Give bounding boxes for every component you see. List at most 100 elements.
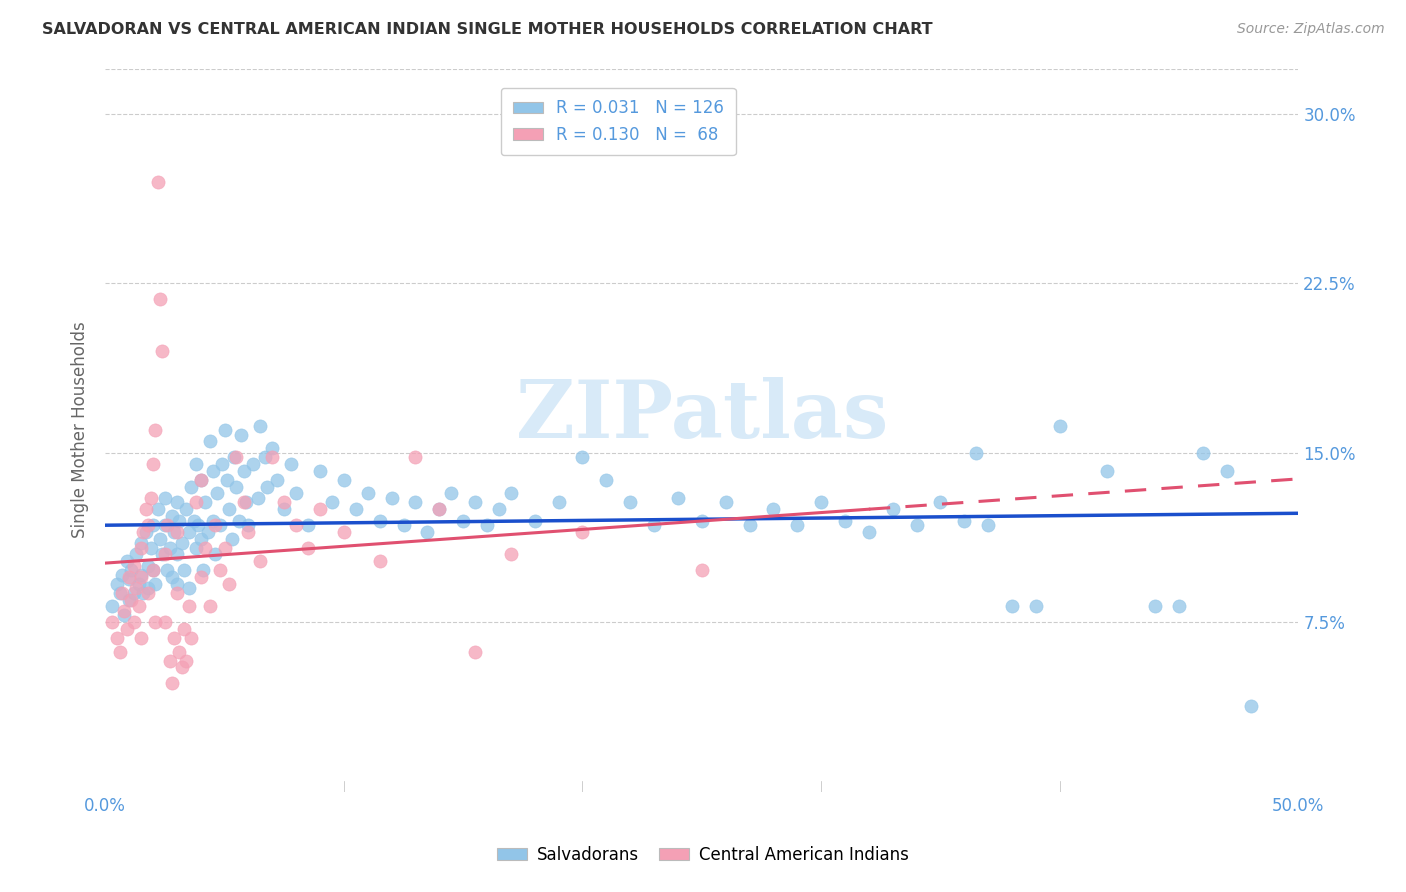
Point	[200, 599, 222, 614]
Point	[834, 514, 856, 528]
Point	[1216, 464, 1239, 478]
Point	[156, 563, 179, 577]
Point	[125, 582, 148, 596]
Point	[965, 446, 987, 460]
Point	[197, 524, 219, 539]
Point	[427, 502, 450, 516]
Y-axis label: Single Mother Households: Single Mother Households	[72, 322, 89, 539]
Point	[163, 631, 186, 645]
Text: ZIPatlas: ZIPatlas	[516, 376, 889, 455]
Point	[180, 631, 202, 645]
Point	[643, 518, 665, 533]
Point	[222, 450, 245, 465]
Text: Source: ZipAtlas.com: Source: ZipAtlas.com	[1237, 22, 1385, 37]
Point	[142, 457, 165, 471]
Point	[112, 604, 135, 618]
Point	[115, 622, 138, 636]
Point	[184, 541, 207, 555]
Point	[714, 495, 737, 509]
Point	[129, 541, 152, 555]
Point	[321, 495, 343, 509]
Point	[160, 570, 183, 584]
Point	[218, 576, 240, 591]
Point	[111, 567, 134, 582]
Point	[167, 644, 190, 658]
Point	[143, 576, 166, 591]
Point	[309, 502, 332, 516]
Point	[249, 418, 271, 433]
Point	[232, 495, 254, 509]
Point	[184, 457, 207, 471]
Point	[208, 563, 231, 577]
Point	[285, 486, 308, 500]
Point	[200, 434, 222, 449]
Point	[977, 518, 1000, 533]
Point	[266, 473, 288, 487]
Point	[1192, 446, 1215, 460]
Point	[194, 495, 217, 509]
Point	[256, 480, 278, 494]
Point	[499, 548, 522, 562]
Point	[143, 615, 166, 630]
Point	[176, 502, 198, 516]
Point	[214, 423, 236, 437]
Point	[136, 518, 159, 533]
Point	[1144, 599, 1167, 614]
Point	[571, 450, 593, 465]
Point	[101, 615, 124, 630]
Point	[142, 563, 165, 577]
Point	[153, 615, 176, 630]
Point	[214, 541, 236, 555]
Point	[135, 502, 157, 516]
Text: SALVADORAN VS CENTRAL AMERICAN INDIAN SINGLE MOTHER HOUSEHOLDS CORRELATION CHART: SALVADORAN VS CENTRAL AMERICAN INDIAN SI…	[42, 22, 932, 37]
Point	[166, 495, 188, 509]
Point	[166, 548, 188, 562]
Point	[170, 660, 193, 674]
Point	[118, 572, 141, 586]
Point	[101, 599, 124, 614]
Point	[547, 495, 569, 509]
Point	[153, 548, 176, 562]
Point	[129, 567, 152, 582]
Point	[166, 576, 188, 591]
Point	[499, 486, 522, 500]
Point	[146, 502, 169, 516]
Point	[232, 464, 254, 478]
Point	[207, 486, 229, 500]
Point	[262, 450, 284, 465]
Point	[118, 592, 141, 607]
Point	[380, 491, 402, 505]
Point	[139, 491, 162, 505]
Point	[228, 514, 250, 528]
Point	[344, 502, 367, 516]
Point	[225, 480, 247, 494]
Point	[153, 491, 176, 505]
Point	[176, 654, 198, 668]
Point	[156, 518, 179, 533]
Legend: R = 0.031   N = 126, R = 0.130   N =  68: R = 0.031 N = 126, R = 0.130 N = 68	[501, 87, 735, 155]
Point	[1025, 599, 1047, 614]
Point	[882, 502, 904, 516]
Point	[297, 518, 319, 533]
Point	[121, 592, 143, 607]
Point	[475, 518, 498, 533]
Point	[280, 457, 302, 471]
Point	[105, 631, 128, 645]
Point	[368, 554, 391, 568]
Point	[666, 491, 689, 505]
Point	[309, 464, 332, 478]
Point	[225, 450, 247, 465]
Point	[357, 486, 380, 500]
Point	[128, 576, 150, 591]
Point	[1049, 418, 1071, 433]
Point	[204, 548, 226, 562]
Point	[215, 473, 238, 487]
Point	[204, 518, 226, 533]
Point	[129, 631, 152, 645]
Point	[929, 495, 952, 509]
Point	[1168, 599, 1191, 614]
Point	[690, 563, 713, 577]
Point	[262, 441, 284, 455]
Point	[953, 514, 976, 528]
Point	[285, 518, 308, 533]
